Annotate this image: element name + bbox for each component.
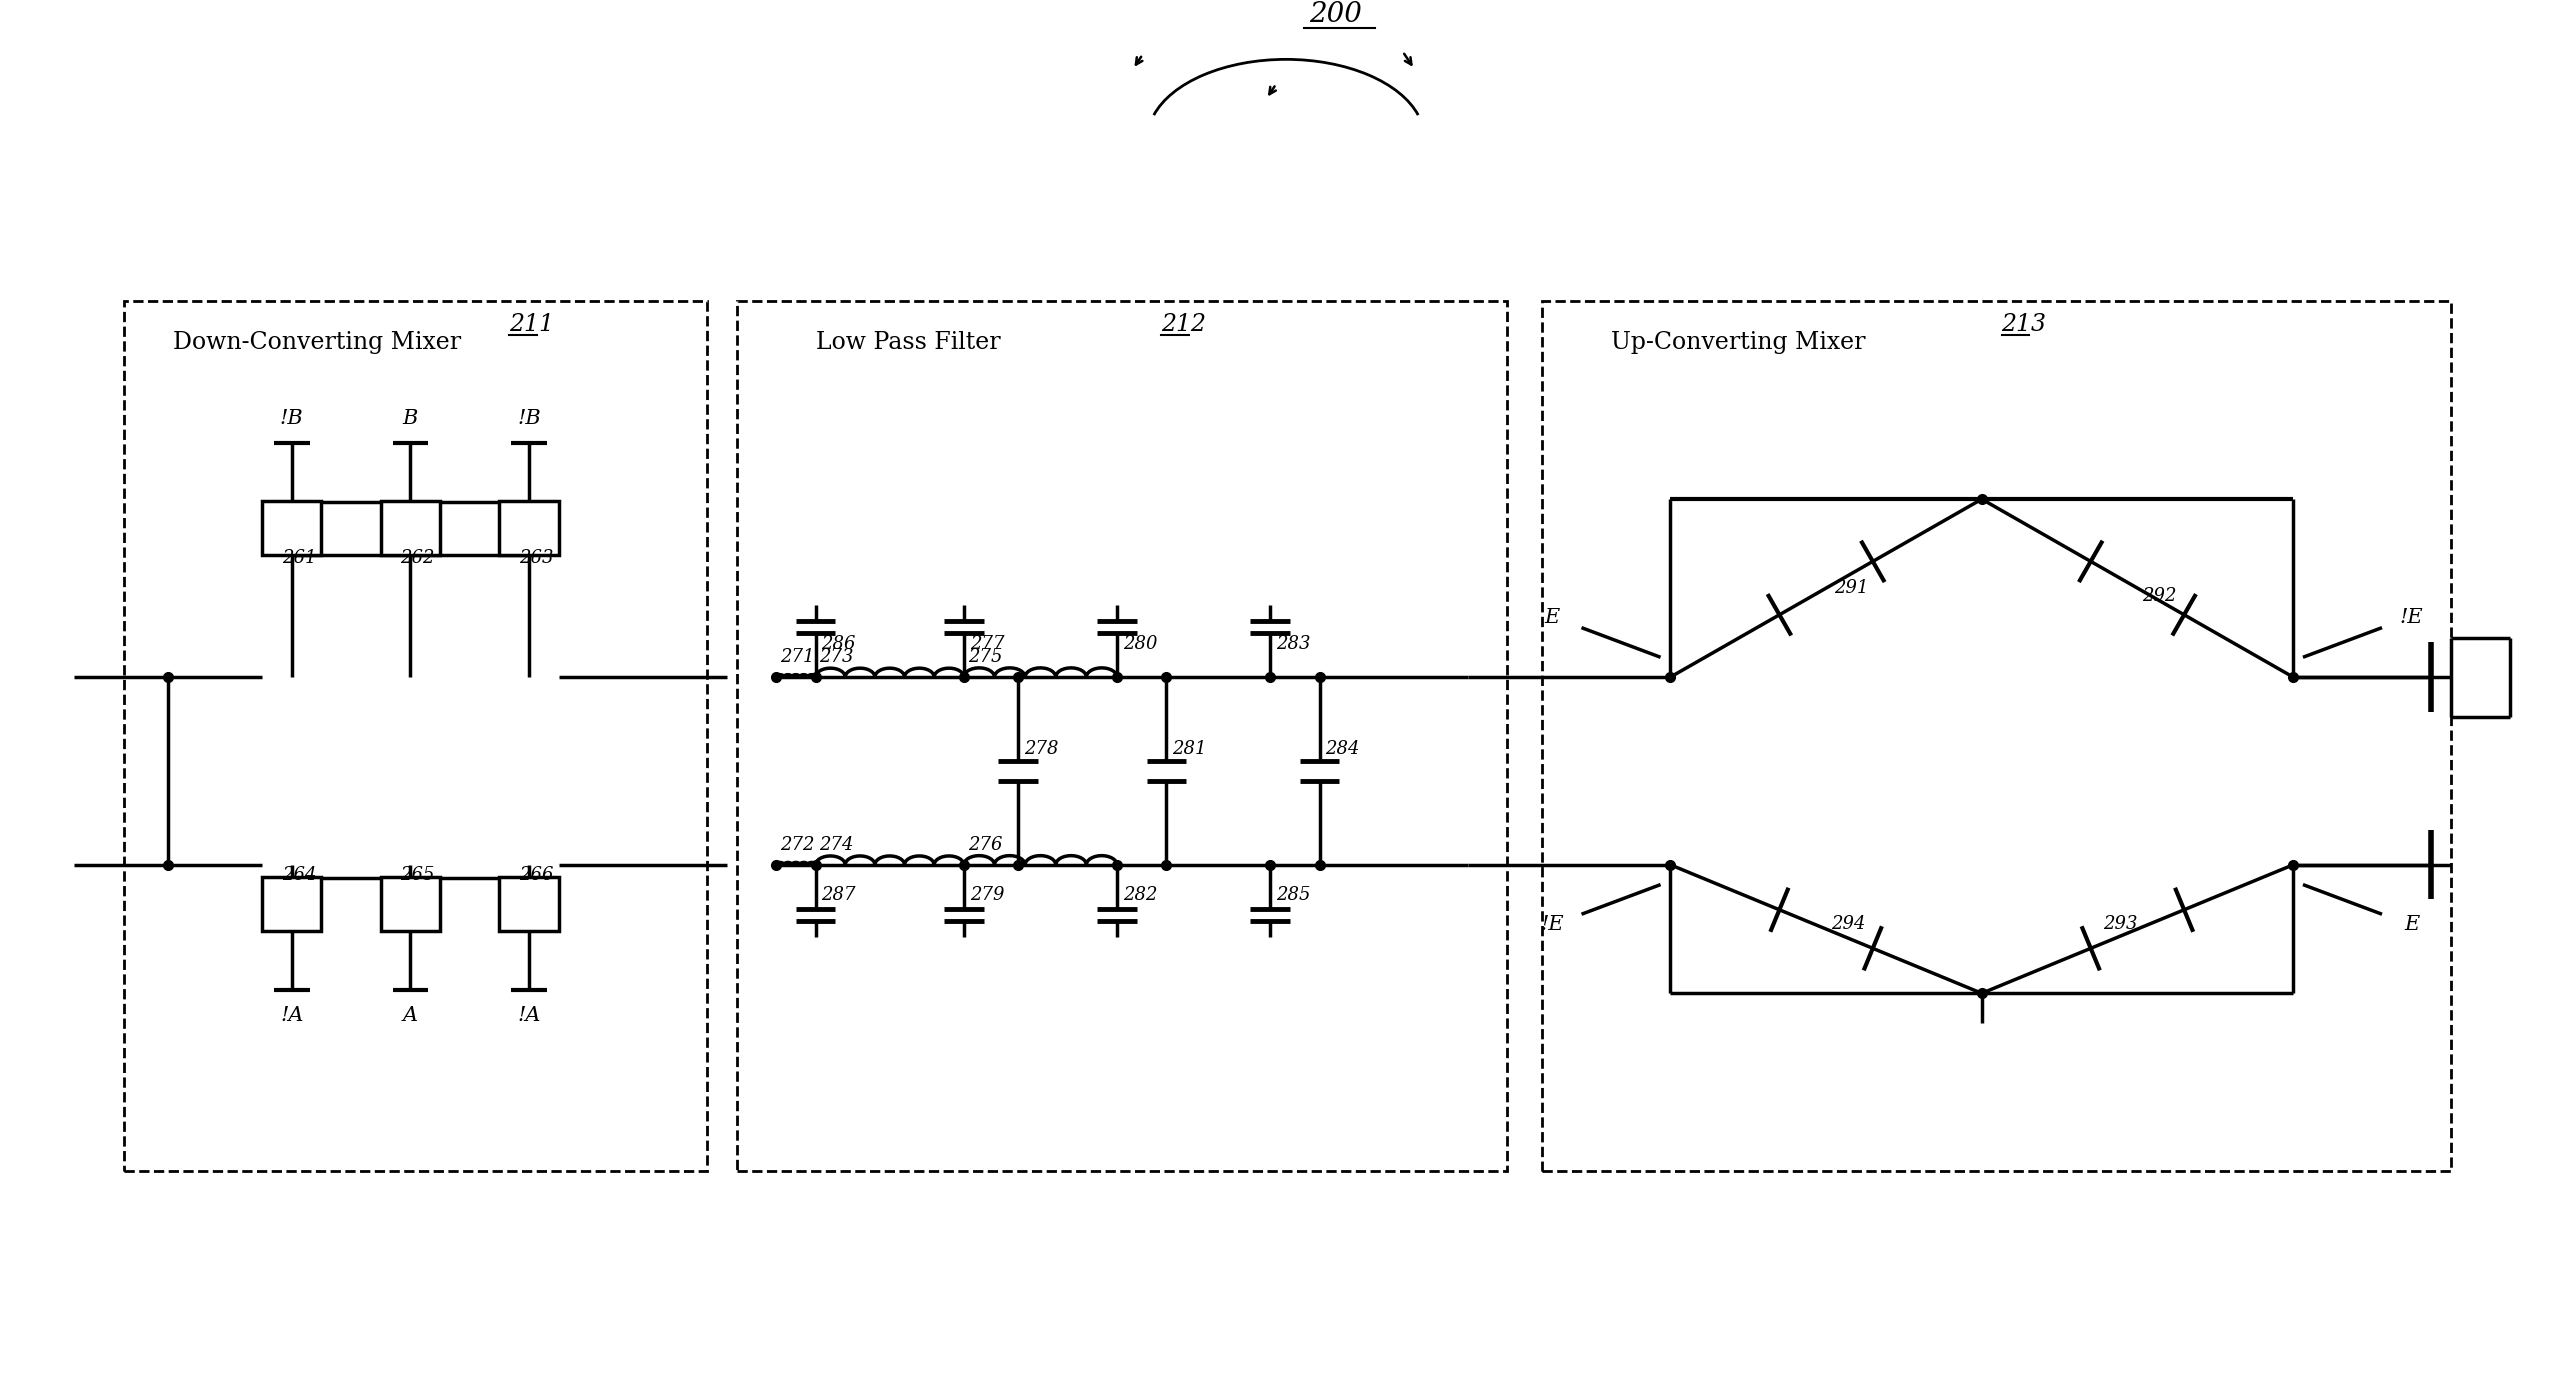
Text: !E: !E [2401, 609, 2424, 627]
Text: 213: 213 [2002, 313, 2046, 336]
Text: 264: 264 [283, 866, 316, 884]
Bar [1541, 302, 2452, 1172]
Text: 282: 282 [1122, 887, 1158, 905]
Text: 277: 277 [970, 635, 1003, 653]
Text: 294: 294 [1832, 915, 1865, 933]
Text: !B: !B [280, 409, 304, 428]
Text: E: E [2403, 915, 2419, 934]
Text: B: B [404, 409, 417, 428]
Bar [124, 302, 708, 1172]
Text: 274: 274 [821, 835, 854, 853]
Text: 285: 285 [1276, 887, 1310, 905]
Text: 273: 273 [821, 648, 854, 666]
Text: 283: 283 [1276, 635, 1310, 653]
Text: 272: 272 [780, 835, 816, 853]
Text: 266: 266 [520, 866, 553, 884]
Text: 275: 275 [967, 648, 1003, 666]
Text: 261: 261 [283, 549, 316, 567]
Text: !E: !E [1541, 915, 1564, 934]
Text: Low Pass Filter: Low Pass Filter [816, 331, 1001, 354]
Text: 286: 286 [821, 635, 857, 653]
Text: 291: 291 [1835, 580, 1868, 598]
Text: 293: 293 [2102, 915, 2138, 933]
Bar [499, 877, 558, 931]
Text: 276: 276 [967, 835, 1003, 853]
Text: 292: 292 [2143, 587, 2177, 605]
Bar [736, 302, 1508, 1172]
Text: !A: !A [280, 1005, 304, 1024]
Text: 279: 279 [970, 887, 1003, 905]
Bar [499, 502, 558, 556]
Text: 284: 284 [1325, 741, 1361, 758]
Bar [381, 877, 440, 931]
Bar [262, 877, 322, 931]
Text: A: A [404, 1005, 417, 1024]
Text: 262: 262 [401, 549, 435, 567]
Bar [262, 502, 322, 556]
Text: !B: !B [517, 409, 540, 428]
Text: 280: 280 [1122, 635, 1158, 653]
Text: 211: 211 [509, 313, 553, 336]
Text: Down-Converting Mixer: Down-Converting Mixer [172, 331, 461, 354]
Text: 200: 200 [1310, 1, 1361, 28]
Text: Up-Converting Mixer: Up-Converting Mixer [1611, 331, 1865, 354]
Text: 281: 281 [1173, 741, 1207, 758]
Text: 271: 271 [780, 648, 816, 666]
Text: 287: 287 [821, 887, 857, 905]
Text: E: E [1544, 609, 1559, 627]
Bar [381, 502, 440, 556]
Text: 263: 263 [520, 549, 553, 567]
Text: !A: !A [517, 1005, 540, 1024]
Text: 265: 265 [401, 866, 435, 884]
Text: 278: 278 [1024, 741, 1058, 758]
Text: 212: 212 [1160, 313, 1207, 336]
